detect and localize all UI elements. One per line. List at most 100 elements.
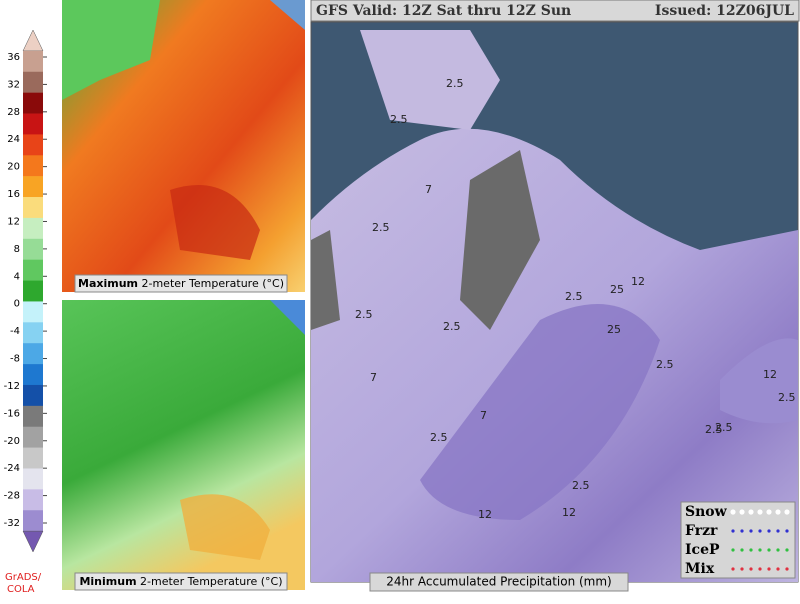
hot-area — [170, 185, 260, 260]
colorbar-swatch — [23, 384, 43, 407]
legend-dot — [749, 567, 753, 571]
contour-label: 2.5 — [715, 421, 733, 434]
colorbar-label: 24 — [7, 134, 20, 145]
colorbar-label: -28 — [4, 491, 20, 502]
header-issued: Issued: 12Z06JUL — [655, 3, 794, 19]
legend-dot — [757, 509, 763, 515]
min-caption: Minimum 2-meter Temperature (°C) — [79, 575, 282, 588]
colorbar-swatch — [23, 50, 43, 73]
contour-label: 25 — [607, 323, 621, 336]
colorbar-label: 12 — [7, 216, 20, 227]
colorbar-swatch — [23, 301, 43, 323]
contour-label: 12 — [478, 508, 492, 521]
colorbar-swatch — [23, 134, 43, 156]
heavy-precip — [420, 304, 660, 520]
caption-bar — [74, 274, 288, 293]
ptype-legend — [680, 501, 796, 579]
colorbar-label: 32 — [7, 79, 20, 90]
colorbar-end — [22, 29, 44, 52]
contour-label: 2.5 — [355, 308, 373, 321]
colorbar-swatch — [23, 426, 43, 448]
legend-dot — [784, 509, 790, 515]
contour-label: 7 — [425, 183, 432, 196]
legend-dot — [758, 529, 762, 533]
legend-label: Mix — [685, 561, 715, 577]
caption-bar — [369, 572, 629, 592]
water — [270, 300, 305, 335]
legend-label: Frzr — [685, 523, 718, 539]
colorbar-label: -4 — [10, 326, 20, 337]
legend-dot — [749, 529, 753, 533]
precip-caption: 24hr Accumulated Precipitation (mm) — [386, 575, 612, 589]
legend-dot — [785, 567, 789, 571]
contour-label: 7 — [480, 409, 487, 422]
legend-dot — [776, 567, 780, 571]
colorbar-label: -12 — [4, 381, 20, 392]
legend-dot — [767, 548, 771, 552]
contour-label: 2.5 — [390, 113, 408, 126]
legend-dot — [785, 548, 789, 552]
legend-dot — [731, 567, 735, 571]
colorbar-swatch — [23, 468, 43, 490]
legend-dot — [740, 529, 744, 533]
land-green — [62, 0, 160, 100]
colorbar-swatch — [23, 510, 43, 532]
contour-label: 2.5 — [656, 358, 674, 371]
legend-dot — [758, 548, 762, 552]
colorbar-label: -32 — [4, 518, 20, 529]
colorbar-label: 36 — [7, 52, 20, 63]
legend-dot — [766, 509, 772, 515]
legend-dot — [748, 509, 754, 515]
colorbar-label: 16 — [7, 189, 20, 200]
contour-label: 25 — [610, 283, 624, 296]
legend-label: IceP — [685, 542, 720, 558]
colorbar-end — [22, 530, 44, 553]
legend-dot — [776, 529, 780, 533]
precip-area — [360, 30, 500, 130]
land — [311, 230, 340, 330]
legend-dot — [775, 509, 781, 515]
legend-dot — [739, 509, 745, 515]
colorbar-swatch — [23, 71, 43, 93]
credit-line: GrADS/ — [5, 572, 42, 583]
legend-dot — [730, 509, 736, 515]
colorbar-label: 8 — [14, 244, 20, 255]
contour-label: 2.5 — [443, 320, 461, 333]
credit-line: COLA — [7, 584, 35, 595]
contour-label: 2.5 — [565, 290, 583, 303]
colorbar-swatch — [23, 364, 43, 386]
water — [270, 0, 305, 30]
colorbar-swatch — [23, 217, 43, 240]
colorbar-swatch — [23, 280, 43, 302]
contour-label: 2.5 — [705, 423, 723, 436]
min-temp-map — [62, 300, 305, 590]
colorbar-swatch — [23, 447, 43, 469]
colorbar-swatch — [23, 197, 43, 219]
legend-dot — [758, 567, 762, 571]
legend-dot — [731, 529, 735, 533]
contour-label: 2.5 — [778, 391, 796, 404]
colorbar-label: 28 — [7, 107, 20, 118]
colorbar-swatch — [23, 92, 43, 114]
legend-dot — [767, 567, 771, 571]
colorbar-swatch — [23, 176, 43, 198]
contour-label: 2.5 — [446, 77, 464, 90]
colorbar-swatch — [23, 322, 43, 344]
contour-label: 2.5 — [430, 431, 448, 444]
colorbar-swatch — [23, 155, 43, 177]
colorbar-label: -8 — [10, 354, 20, 365]
colorbar-label: 4 — [14, 271, 20, 282]
header-bar — [310, 0, 800, 22]
contour-label: 12 — [631, 275, 645, 288]
colorbar-label: -24 — [4, 463, 20, 474]
land — [460, 150, 540, 330]
colorbar-label: 0 — [14, 299, 20, 310]
legend-dot — [785, 529, 789, 533]
max-caption: Maximum 2-meter Temperature (°C) — [78, 277, 284, 290]
colorbar-swatch — [23, 259, 43, 281]
legend-dot — [740, 567, 744, 571]
precip-area — [720, 338, 798, 424]
legend-dot — [731, 548, 735, 552]
